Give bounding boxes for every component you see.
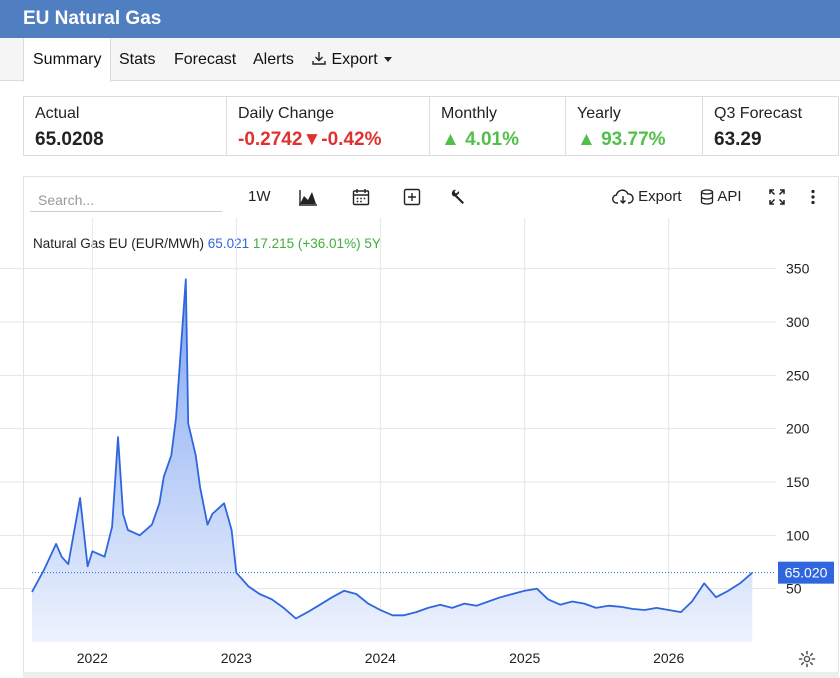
database-icon xyxy=(700,189,714,205)
x-tick-label: 2023 xyxy=(221,650,252,666)
area-chart-icon xyxy=(299,190,317,206)
series-area xyxy=(32,279,753,642)
stat-label: Monthly xyxy=(441,105,498,122)
wrench-icon xyxy=(451,189,464,205)
yearly-change-value: 93.77% xyxy=(601,129,666,150)
stat-value: ▲ 4.01% xyxy=(441,129,519,151)
triangle-up-icon: ▲ xyxy=(577,129,596,150)
calendar-icon xyxy=(352,189,370,206)
cloud-download-icon xyxy=(612,189,634,205)
x-tick-label: 2026 xyxy=(653,650,684,666)
chart-export-button[interactable]: Export xyxy=(612,184,682,210)
stat-label: Q3 Forecast xyxy=(714,105,803,122)
range-button[interactable]: 1W xyxy=(248,188,271,205)
tools-button[interactable] xyxy=(449,184,467,210)
fullscreen-icon xyxy=(769,189,785,205)
last-price-badge xyxy=(778,561,834,584)
stats-panel: Actual 65.0208 Daily Change -0.2742▼-0.4… xyxy=(23,96,839,156)
chart-container xyxy=(23,176,839,678)
y-tick-label: 200 xyxy=(786,421,810,437)
export-menu-button[interactable]: Export xyxy=(311,38,393,81)
stat-daily-change: Daily Change -0.2742▼-0.42% xyxy=(227,97,430,155)
x-tick-label: 2022 xyxy=(77,650,108,666)
y-tick-label: 150 xyxy=(786,474,810,490)
chart-type-button[interactable] xyxy=(298,184,318,210)
daily-change-percent: -0.42% xyxy=(321,129,382,150)
stat-label: Daily Change xyxy=(238,105,335,122)
stat-label: Actual xyxy=(35,105,80,122)
y-tick-label: 300 xyxy=(786,314,810,330)
scroll-strip xyxy=(23,672,839,678)
x-tick-label: 2024 xyxy=(365,650,396,666)
y-tick-label: 350 xyxy=(786,261,810,277)
stat-yearly: Yearly ▲ 93.77% xyxy=(566,97,703,155)
stat-value: 65.0208 xyxy=(35,129,104,150)
stat-label: Yearly xyxy=(577,105,621,122)
series-price: 65.021 xyxy=(207,236,250,251)
chart-export-label: Export xyxy=(638,188,682,205)
monthly-change-value: 4.01% xyxy=(465,129,519,150)
plus-box-icon xyxy=(403,188,421,206)
api-button[interactable]: API xyxy=(700,184,742,210)
page-title: EU Natural Gas xyxy=(23,8,162,29)
tab-bar: Summary Stats Forecast Alerts Export xyxy=(0,38,840,82)
fullscreen-button[interactable] xyxy=(768,184,786,210)
download-icon xyxy=(312,52,326,65)
settings-gear-icon[interactable] xyxy=(798,650,816,668)
last-price-label: 65.020 xyxy=(785,565,828,581)
series-name: Natural Gas EU (EUR/MWh) xyxy=(33,236,205,251)
series-change: 17.215 (+36.01%) xyxy=(252,236,361,251)
triangle-up-icon: ▲ xyxy=(441,129,460,150)
stat-value: -0.2742▼-0.42% xyxy=(238,129,381,151)
more-vertical-icon xyxy=(811,189,815,205)
triangle-down-icon: ▼ xyxy=(302,129,322,150)
chevron-down-icon xyxy=(384,57,393,63)
x-tick-label: 2025 xyxy=(509,650,540,666)
series-legend: Natural Gas EU (EUR/MWh) 65.021 17.215 (… xyxy=(33,236,381,251)
calendar-button[interactable] xyxy=(352,184,370,210)
stat-value: ▲ 93.77% xyxy=(577,129,666,151)
daily-change-value: -0.2742 xyxy=(238,129,303,150)
search-input[interactable] xyxy=(30,188,222,212)
app-header: EU Natural Gas xyxy=(0,0,840,38)
stat-monthly: Monthly ▲ 4.01% xyxy=(430,97,566,155)
more-options-button[interactable] xyxy=(806,184,820,210)
y-tick-label: 100 xyxy=(786,527,810,543)
tab-stats[interactable]: Stats xyxy=(119,51,156,68)
api-label: API xyxy=(717,188,742,205)
stat-actual: Actual 65.0208 xyxy=(24,97,227,155)
y-tick-label: 250 xyxy=(786,367,810,383)
tab-alerts[interactable]: Alerts xyxy=(253,51,294,68)
tab-summary[interactable]: Summary xyxy=(23,38,112,82)
stat-value: 63.29 xyxy=(714,129,762,150)
tab-forecast[interactable]: Forecast xyxy=(174,51,237,68)
export-menu-label: Export xyxy=(331,51,378,68)
series-period: 5Y xyxy=(364,236,381,251)
stat-q3-forecast: Q3 Forecast 63.29 xyxy=(703,97,838,155)
y-tick-label: 50 xyxy=(786,581,802,597)
series-line xyxy=(31,278,753,620)
compare-button[interactable] xyxy=(403,184,421,210)
